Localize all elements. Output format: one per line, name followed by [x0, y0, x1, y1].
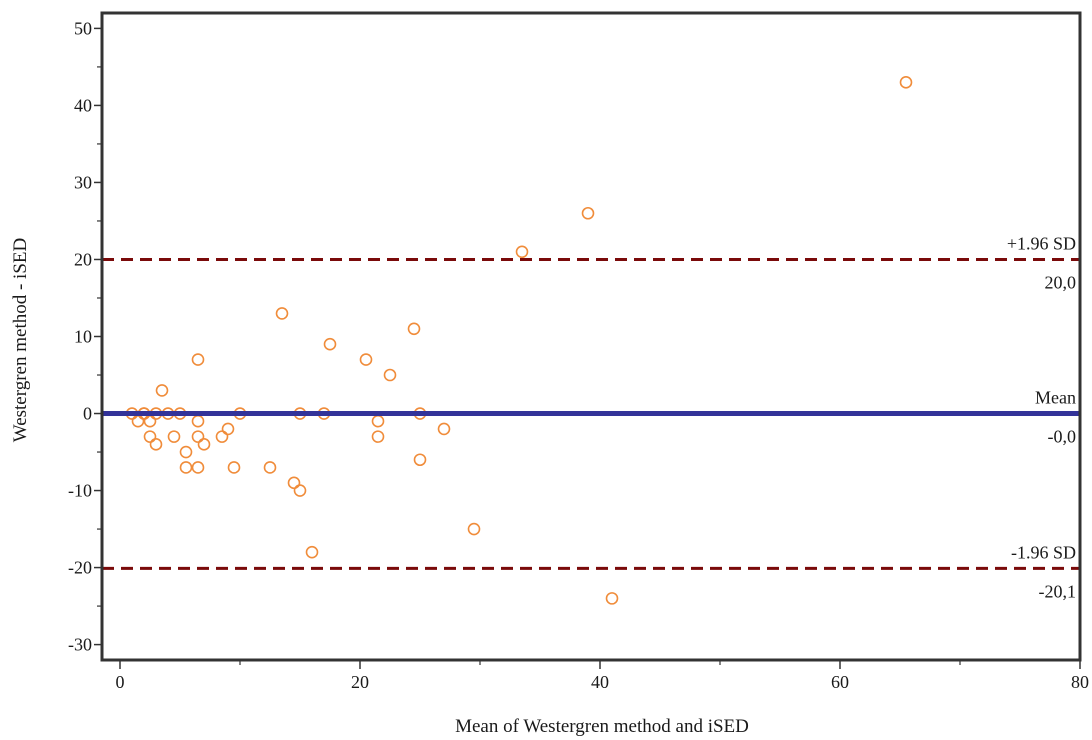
data-point [413, 453, 427, 467]
data-point [191, 353, 205, 366]
data-point [407, 322, 421, 336]
reference-line-value-lower: -20,1 [1039, 581, 1077, 601]
data-point [191, 430, 205, 443]
y-tick-label: 40 [74, 95, 92, 115]
y-tick-label: 50 [74, 18, 92, 38]
data-point [275, 307, 289, 320]
data-point [191, 461, 205, 474]
data-point [263, 461, 277, 474]
x-tick-label: 40 [591, 672, 609, 692]
data-point [437, 422, 451, 436]
axes: -30 -20 -10 0 10 20 30 40 50 0 20 40 60 80 [68, 18, 1089, 692]
y-tick-label: -30 [68, 635, 92, 655]
data-point [287, 476, 301, 490]
plot-frame [100, 11, 1082, 662]
data-point [305, 545, 319, 559]
data-point [191, 414, 205, 428]
data-point [293, 484, 307, 497]
data-point [605, 592, 619, 605]
x-tick-label: 20 [351, 672, 369, 692]
x-axis-title: Mean of Westergren method and iSED [455, 716, 749, 737]
reference-line-value-upper: 20,0 [1045, 272, 1077, 292]
data-point [221, 422, 235, 436]
reference-lines: +1.96 SD 20,0 Mean -0,0 -1.96 SD -20,1 [102, 233, 1080, 601]
data-point [179, 461, 193, 474]
data-point [215, 430, 229, 443]
y-tick-label: 20 [74, 249, 92, 269]
reference-line-name-upper: +1.96 SD [1007, 233, 1076, 253]
y-tick-label: 30 [74, 172, 92, 192]
data-point [149, 438, 163, 451]
data-point [383, 368, 397, 382]
data-point [467, 522, 481, 536]
data-point [359, 353, 373, 366]
x-tick-label: 0 [116, 672, 125, 692]
data-point [371, 414, 385, 428]
y-tick-label: 10 [74, 327, 92, 347]
y-tick-label: -10 [68, 481, 92, 501]
scatter-points [125, 76, 913, 605]
y-axis-title: Westergren method - iSED [10, 238, 31, 442]
data-point [515, 245, 529, 259]
data-point [131, 414, 145, 428]
data-point [167, 430, 181, 443]
y-tick-label: 0 [83, 404, 92, 424]
data-point [899, 76, 913, 89]
y-tick-label: -20 [68, 558, 92, 578]
x-tick-label: 60 [831, 672, 849, 692]
data-point [197, 438, 211, 451]
data-point [143, 414, 157, 428]
reference-line-value-mean: -0,0 [1048, 427, 1077, 447]
data-point [581, 206, 595, 220]
reference-line-name-lower: -1.96 SD [1011, 542, 1076, 562]
x-tick-label: 80 [1071, 672, 1089, 692]
data-point [323, 337, 337, 351]
data-point [143, 430, 157, 443]
reference-line-name-mean: Mean [1035, 388, 1076, 408]
data-point [179, 445, 193, 459]
data-point [155, 384, 169, 397]
data-point [371, 430, 385, 443]
data-point [227, 461, 241, 474]
